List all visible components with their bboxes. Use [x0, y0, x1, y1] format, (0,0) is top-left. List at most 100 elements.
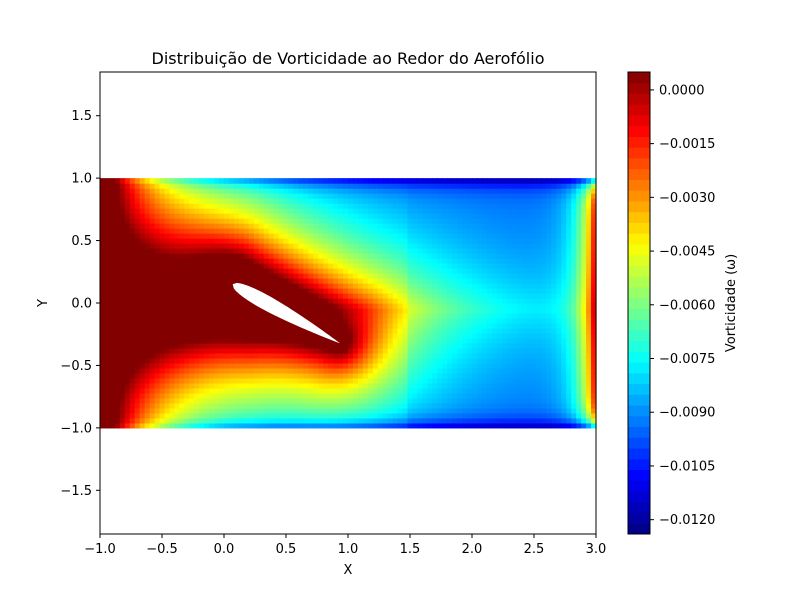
- field-cell: [293, 248, 299, 254]
- field-cell: [174, 268, 180, 274]
- field-cell: [134, 258, 141, 264]
- field-cell: [114, 203, 121, 209]
- field-cell: [442, 387, 448, 394]
- field-cell: [571, 263, 577, 269]
- field-cell: [204, 387, 210, 394]
- field-cell: [586, 382, 592, 389]
- field-cell: [238, 387, 245, 394]
- field-cell: [526, 402, 533, 409]
- field-cell: [293, 218, 299, 224]
- field-cell: [278, 188, 285, 194]
- field-cell: [129, 347, 136, 354]
- field-cell: [174, 253, 180, 259]
- field-cell: [268, 228, 275, 234]
- field-cell: [154, 382, 161, 389]
- field-cell: [486, 312, 493, 319]
- field-cell: [263, 238, 270, 244]
- field-cell: [556, 183, 562, 189]
- field-cell: [392, 303, 399, 309]
- field-cell: [546, 258, 552, 264]
- field-cell: [199, 312, 205, 319]
- field-cell: [293, 213, 299, 219]
- field-cell: [481, 288, 488, 294]
- field-cell: [402, 407, 409, 414]
- field-cell: [581, 288, 587, 294]
- field-cell: [258, 342, 265, 349]
- field-cell: [452, 228, 458, 234]
- field-cell: [308, 228, 314, 234]
- field-cell: [283, 402, 290, 409]
- field-cell: [571, 382, 577, 389]
- field-cell: [328, 422, 334, 429]
- field-cell: [481, 372, 488, 379]
- field-cell: [224, 228, 230, 234]
- field-cell: [362, 203, 369, 209]
- field-cell: [313, 347, 319, 354]
- field-cell: [556, 303, 562, 309]
- field-cell: [357, 243, 364, 249]
- field-cell: [134, 307, 141, 314]
- field-cell: [164, 407, 171, 414]
- field-cell: [323, 397, 329, 404]
- field-cell: [258, 372, 265, 379]
- field-cell: [228, 253, 235, 259]
- field-cell: [179, 223, 185, 229]
- field-cell: [372, 392, 379, 399]
- field-cell: [407, 372, 414, 379]
- field-cell: [362, 402, 369, 409]
- field-cell: [417, 238, 423, 244]
- field-cell: [481, 188, 488, 194]
- field-cell: [164, 392, 171, 399]
- field-cell: [124, 283, 131, 289]
- field-cell: [139, 218, 146, 224]
- field-cell: [224, 387, 230, 394]
- field-cell: [189, 178, 195, 184]
- field-cell: [417, 208, 423, 214]
- field-cell: [432, 218, 438, 224]
- field-cell: [283, 223, 290, 229]
- field-cell: [134, 367, 141, 374]
- field-cell: [481, 342, 488, 349]
- field-cell: [219, 337, 225, 344]
- field-cell: [209, 332, 215, 339]
- field-cell: [397, 337, 404, 344]
- field-cell: [184, 203, 190, 209]
- field-cell: [124, 203, 131, 209]
- field-cell: [501, 203, 508, 209]
- field-cell: [328, 288, 334, 294]
- field-cell: [179, 317, 185, 324]
- field-cell: [501, 312, 508, 319]
- field-cell: [283, 243, 290, 249]
- field-cell: [491, 213, 498, 219]
- field-cell: [372, 233, 379, 239]
- field-cell: [432, 178, 438, 184]
- field-cell: [462, 213, 468, 219]
- field-cell: [288, 352, 295, 359]
- field-cell: [263, 213, 270, 219]
- field-cell: [362, 268, 369, 274]
- field-cell: [149, 382, 156, 389]
- field-cell: [437, 293, 443, 299]
- field-cell: [591, 253, 597, 259]
- field-cell: [238, 223, 245, 229]
- field-cell: [204, 188, 210, 194]
- field-cell: [134, 422, 141, 429]
- field-cell: [263, 312, 270, 319]
- field-cell: [476, 337, 483, 344]
- field-cell: [189, 288, 195, 294]
- field-cell: [209, 273, 215, 279]
- field-cell: [486, 372, 493, 379]
- field-cell: [476, 223, 483, 229]
- field-cell: [402, 193, 409, 199]
- field-cell: [566, 293, 572, 299]
- field-cell: [551, 178, 557, 184]
- field-cell: [357, 392, 364, 399]
- field-cell: [357, 417, 364, 424]
- field-cell: [392, 213, 399, 219]
- field-cell: [100, 357, 106, 364]
- field-cell: [352, 293, 359, 299]
- field-cell: [536, 332, 543, 339]
- field-cell: [452, 208, 458, 214]
- field-cell: [268, 203, 275, 209]
- field-cell: [367, 283, 374, 289]
